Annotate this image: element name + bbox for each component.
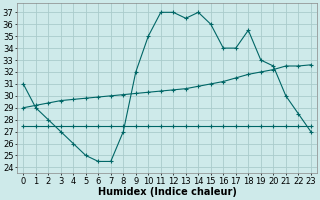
- X-axis label: Humidex (Indice chaleur): Humidex (Indice chaleur): [98, 187, 236, 197]
